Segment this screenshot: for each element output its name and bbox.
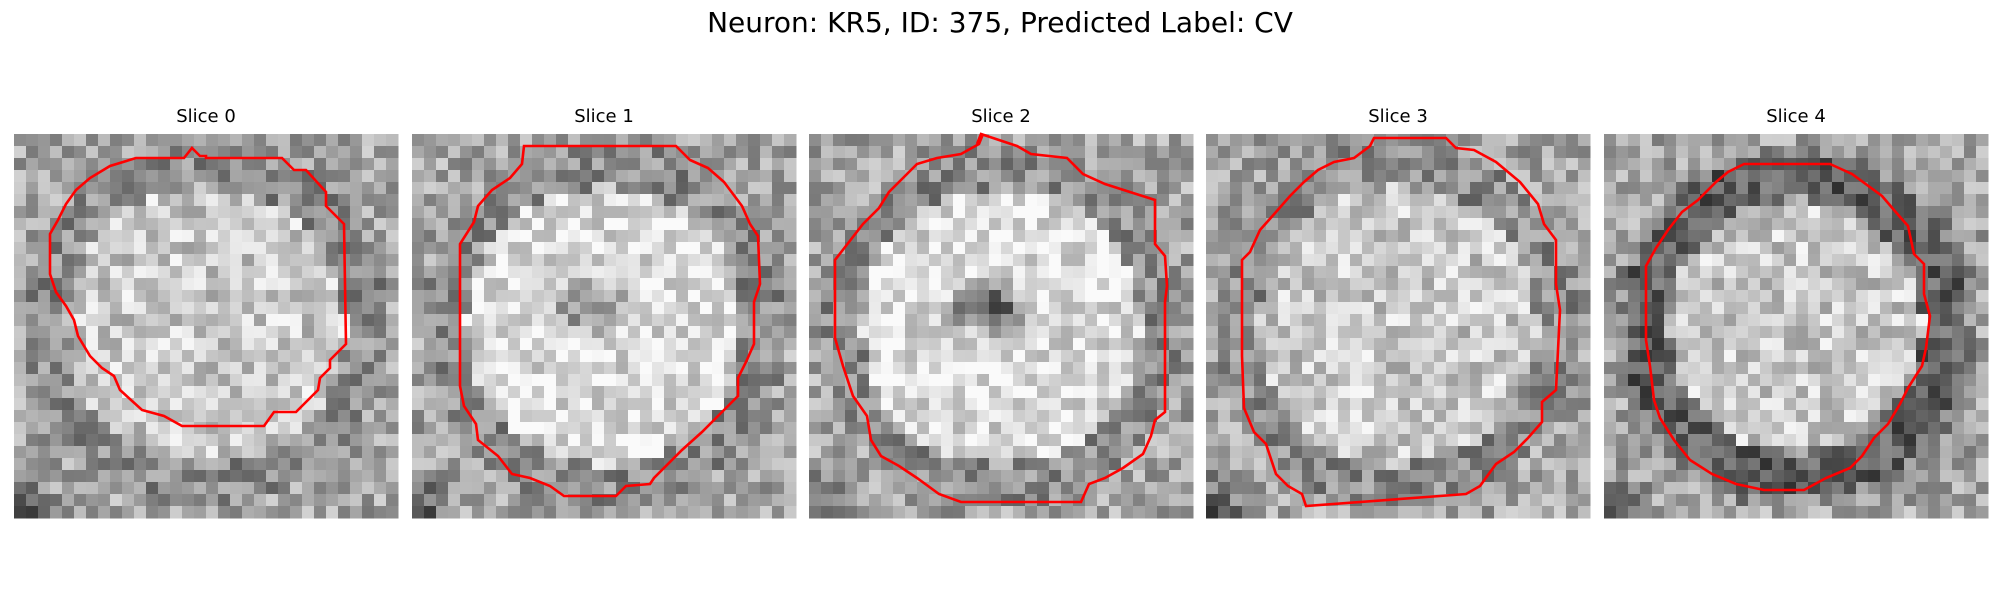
figure-title: Neuron: KR5, ID: 375, Predicted Label: C… [707,6,1293,39]
slice-image [809,132,1194,519]
slice-title: Slice 2 [971,106,1031,127]
slice-panel-2: Slice 2 [809,106,1194,519]
pixel-grid [14,134,399,519]
roi-outline [1644,162,1932,492]
slice-title: Slice 1 [574,106,634,127]
slice-panel-3: Slice 3 [1206,106,1591,519]
roi-outline [458,144,762,498]
slice-panel-1: Slice 1 [412,106,797,519]
roi-outline [48,146,348,428]
slice-panel-4: Slice 4 [1604,106,1989,519]
slice-title: Slice 3 [1368,106,1428,127]
pixel-grid [1206,134,1591,519]
slice-panel-0: Slice 0 [14,106,399,519]
microscopy-image [809,132,1194,519]
roi-outline [1240,136,1562,508]
slice-title: Slice 0 [176,106,236,127]
pixel-grid [1604,134,1989,519]
slice-image [1206,134,1591,519]
pixel-grid [412,134,797,519]
microscopy-image [14,134,399,519]
microscopy-image [1206,134,1591,519]
slice-title: Slice 4 [1766,106,1826,127]
slice-image [14,134,399,519]
pixel-grid [809,134,1194,519]
roi-outline [833,132,1169,504]
slice-image [412,134,797,519]
slice-image [1604,134,1989,519]
microscopy-image [412,134,797,519]
microscopy-image [1604,134,1989,519]
